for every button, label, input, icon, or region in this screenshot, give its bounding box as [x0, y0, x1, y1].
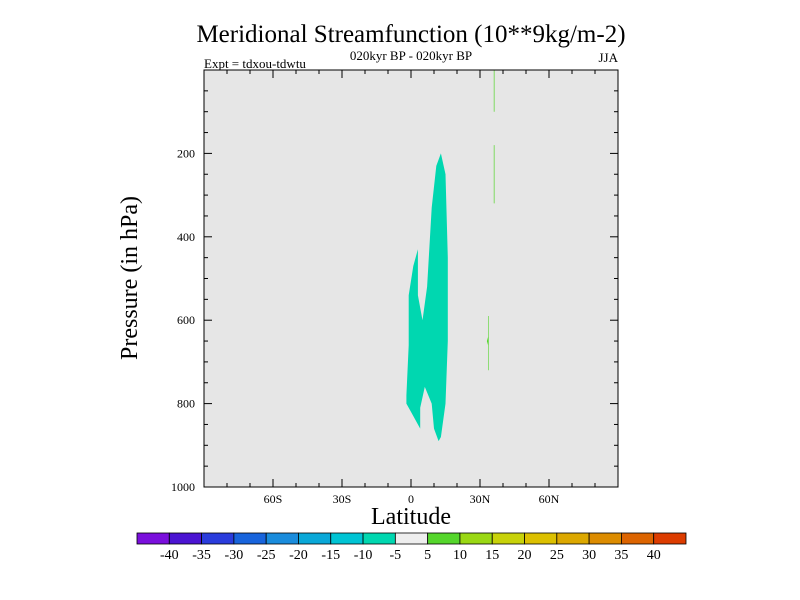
- y-axis-label: Pressure (in hPa): [117, 196, 143, 360]
- colorbar-swatch: [621, 532, 655, 545]
- chart-title: Meridional Streamfunction (10**9kg/m-2): [196, 21, 625, 48]
- x-tick-label: 60S: [264, 492, 283, 506]
- colorbar-label: -5: [390, 548, 402, 563]
- colorbar-label: 5: [424, 548, 431, 563]
- season-label: JJA: [598, 50, 618, 65]
- chart-subtitle: 020kyr BP - 020kyr BP: [350, 48, 472, 63]
- colorbar-label: -10: [354, 548, 373, 563]
- colorbar-swatch: [136, 532, 170, 545]
- plot-area: [204, 70, 618, 487]
- y-tick-label: 800: [177, 397, 195, 411]
- colorbar-swatch: [556, 532, 590, 545]
- colorbar-swatch: [459, 532, 493, 545]
- contour-region-3: [486, 316, 489, 371]
- x-tick-label: 0: [408, 492, 414, 506]
- colorbar-label: 10: [453, 548, 467, 563]
- x-axis-label: Latitude: [371, 504, 451, 530]
- colorbar-label: -20: [289, 548, 308, 563]
- colorbar-swatch: [394, 532, 429, 545]
- colorbar-swatch: [201, 532, 235, 545]
- colorbar: -40 -35 -30 -25 -20 -15 -10 -5 5 10 15 20 25 30 35 40: [136, 532, 687, 563]
- contour-region-1: [493, 70, 495, 112]
- colorbar-label: 15: [485, 548, 499, 563]
- colorbar-swatch: [588, 532, 622, 545]
- colorbar-swatch: [298, 532, 332, 545]
- colorbar-label: 25: [550, 548, 564, 563]
- y-tick-label: 200: [177, 146, 195, 160]
- colorbar-label: 20: [518, 548, 532, 563]
- contour-regions: [406, 70, 495, 442]
- colorbar-label: -35: [192, 548, 211, 563]
- x-tick-label: 30N: [470, 492, 491, 506]
- colorbar-swatch: [330, 532, 364, 545]
- colorbar-label: 40: [647, 548, 661, 563]
- y-tick-label: 1000: [171, 480, 195, 494]
- colorbar-label: -25: [257, 548, 276, 563]
- y-tick-label: 400: [177, 230, 195, 244]
- x-axis: 60S 30S 0 30N 60N: [226, 70, 596, 506]
- x-tick-label: 30S: [333, 492, 352, 506]
- colorbar-swatch: [233, 532, 267, 545]
- colorbar-swatch: [265, 532, 299, 545]
- colorbar-label: 30: [582, 548, 596, 563]
- colorbar-label: -15: [321, 548, 340, 563]
- contour-region-2: [493, 145, 495, 204]
- experiment-note: Expt = tdxou-tdwtu: [204, 56, 306, 71]
- contour-region-0: [406, 153, 448, 442]
- colorbar-swatch: [168, 532, 202, 545]
- colorbar-label: -30: [225, 548, 244, 563]
- x-tick-label: 60N: [539, 492, 560, 506]
- colorbar-swatch: [427, 532, 461, 545]
- colorbar-swatch: [653, 532, 687, 545]
- y-tick-label: 600: [177, 313, 195, 327]
- colorbar-label: 35: [614, 548, 628, 563]
- colorbar-swatch: [491, 532, 525, 545]
- y-axis: 200 400 600 800 1000: [171, 90, 618, 494]
- colorbar-swatch: [362, 532, 396, 545]
- colorbar-label: -40: [160, 548, 179, 563]
- colorbar-swatch: [524, 532, 558, 545]
